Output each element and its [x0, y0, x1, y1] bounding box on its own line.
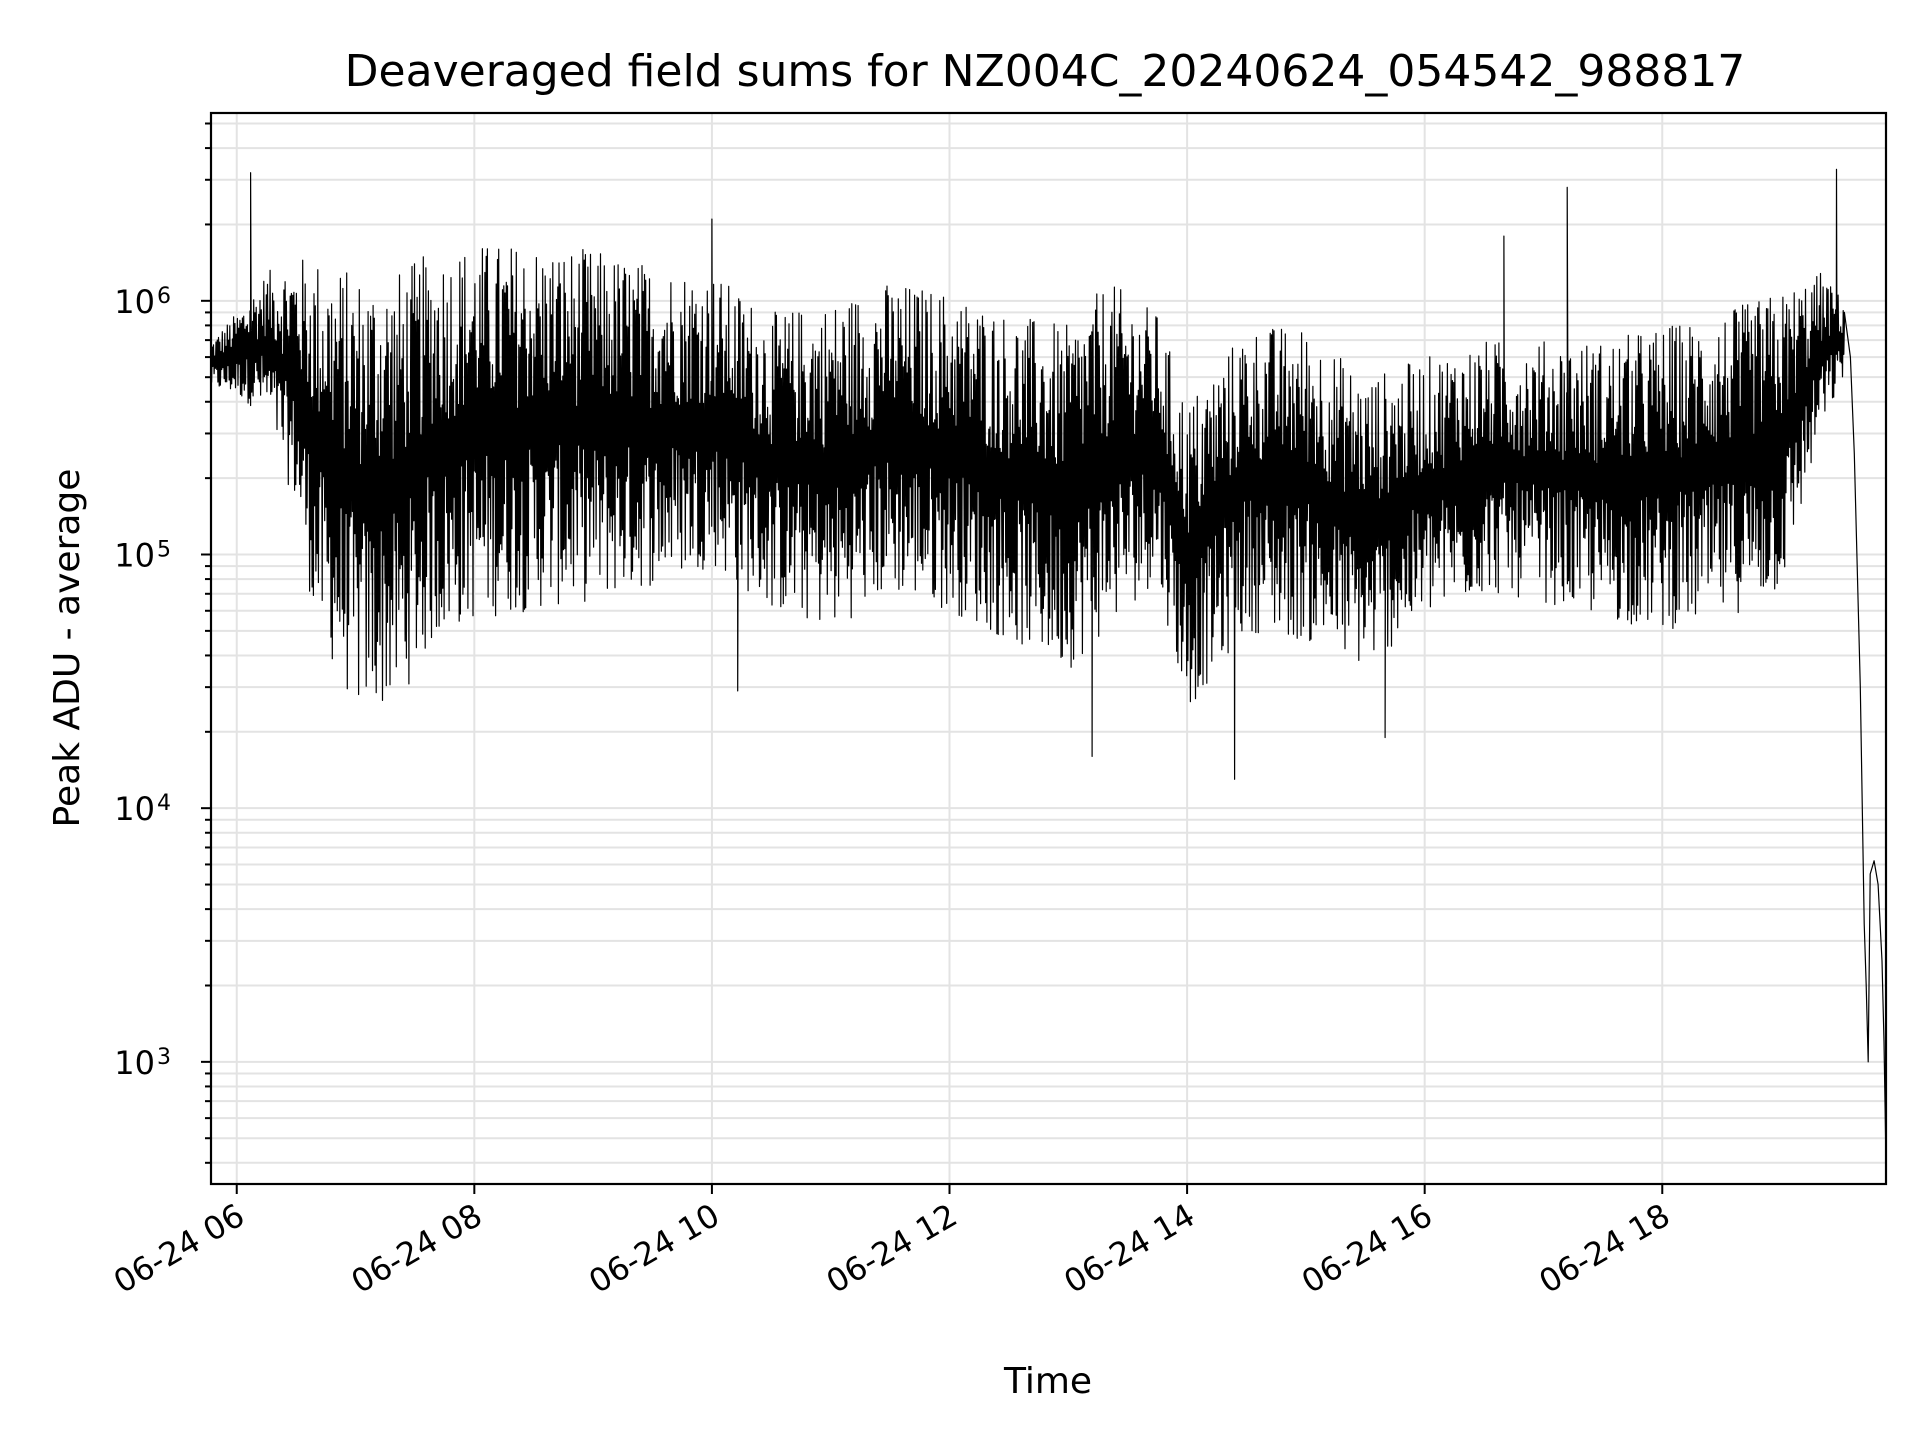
x-tick-label: 06-24 12	[820, 1196, 964, 1301]
chart-title: Deaveraged field sums for NZ004C_2024062…	[345, 46, 1746, 97]
grid	[211, 113, 1886, 1184]
x-axis: 06-24 06 06-24 08 06-24 10 06-24 12 06-24 14…	[107, 1184, 1676, 1301]
x-tick-label: 06-24 16	[1295, 1196, 1439, 1301]
y-axis-label: Peak ADU - average	[47, 469, 88, 828]
y-axis: 103 104 105 106	[114, 122, 211, 1164]
y-tick-label: 106	[114, 283, 171, 321]
x-tick-label: 06-24 08	[345, 1196, 489, 1301]
x-axis-label: Time	[1003, 1361, 1092, 1402]
y-tick-label: 104	[114, 790, 171, 828]
plot-frame	[209, 111, 1888, 1186]
x-tick-label: 06-24 14	[1057, 1196, 1201, 1301]
series-line	[210, 168, 1887, 1163]
x-tick-label: 06-24 18	[1533, 1196, 1677, 1301]
x-tick-label: 06-24 10	[582, 1196, 726, 1301]
series-path	[210, 168, 1887, 1163]
y-tick-label: 103	[114, 1044, 171, 1082]
x-tick-label: 06-24 06	[107, 1196, 251, 1301]
y-tick-label: 105	[114, 536, 171, 574]
